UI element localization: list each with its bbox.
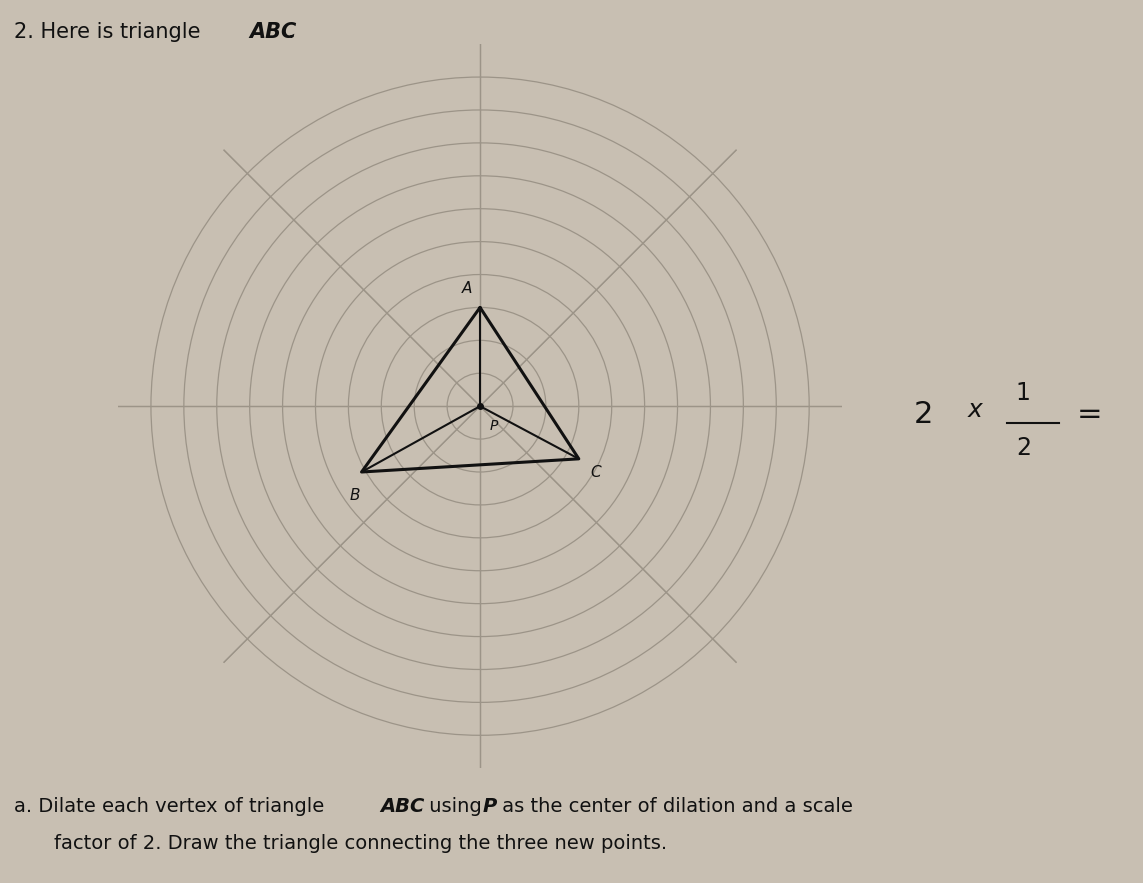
Text: ABC: ABC: [249, 22, 296, 42]
Text: .: .: [288, 22, 295, 42]
Text: a. Dilate each vertex of triangle: a. Dilate each vertex of triangle: [14, 797, 330, 817]
Text: B: B: [350, 488, 360, 503]
Text: 2: 2: [1016, 435, 1031, 459]
Text: =: =: [1077, 400, 1102, 428]
Text: 2: 2: [914, 400, 933, 428]
Text: factor of 2. Draw the triangle connecting the three new points.: factor of 2. Draw the triangle connectin…: [54, 834, 666, 854]
Text: as the center of dilation and a scale: as the center of dilation and a scale: [496, 797, 853, 817]
Text: 2. Here is triangle: 2. Here is triangle: [14, 22, 207, 42]
Text: C: C: [591, 465, 601, 480]
Text: A: A: [462, 281, 472, 296]
Text: ABC: ABC: [381, 797, 425, 817]
Text: x: x: [968, 398, 983, 422]
Text: P: P: [490, 419, 498, 434]
Text: using: using: [423, 797, 488, 817]
Text: P: P: [482, 797, 496, 817]
Text: 1: 1: [1016, 381, 1031, 405]
